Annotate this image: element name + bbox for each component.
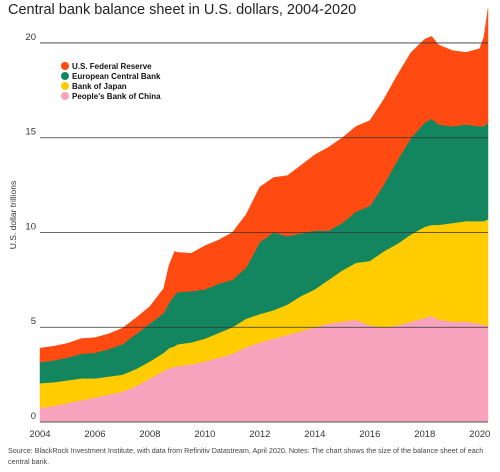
y-tick-label: 5 [31,316,36,327]
x-tick-labels: 2004 2006 2008 2010 2012 2014 2016 2018 2020 [29,429,490,440]
gridlines [40,42,488,423]
legend-label: European Central Bank [72,72,161,81]
x-tick-label: 2004 [29,429,50,440]
x-tick-label: 2008 [139,429,160,440]
x-tick-label: 2020 [469,429,490,440]
x-tick-label: 2012 [249,429,270,440]
y-axis-label: U.S. dollar trillions [8,181,18,250]
area-series-3 [39,8,489,363]
legend-swatch [61,92,69,100]
series-areas [39,8,489,423]
y-tick-label: 20 [25,32,36,43]
x-tick-label: 2006 [84,429,105,440]
x-tick-label: 2016 [359,429,380,440]
chart-title: Central bank balance sheet in U.S. dolla… [8,2,357,18]
source-note: Source: BlackRock Investment Institute, … [8,446,484,466]
x-tick-label: 2010 [194,429,215,440]
legend-swatch [61,82,69,90]
x-tick-label: 2014 [304,429,325,440]
x-tick-label: 2018 [414,429,435,440]
y-tick-label: 15 [25,127,36,138]
y-tick-labels: 0 5 10 15 20 [25,32,36,422]
y-tick-label: 0 [31,411,36,422]
legend-label: Bank of Japan [72,82,127,91]
legend-swatch [61,72,69,80]
legend-label: U.S. Federal Reserve [72,62,152,71]
legend-label: People's Bank of China [72,92,161,101]
y-tick-label: 10 [25,221,36,232]
legend-swatch [61,62,69,70]
